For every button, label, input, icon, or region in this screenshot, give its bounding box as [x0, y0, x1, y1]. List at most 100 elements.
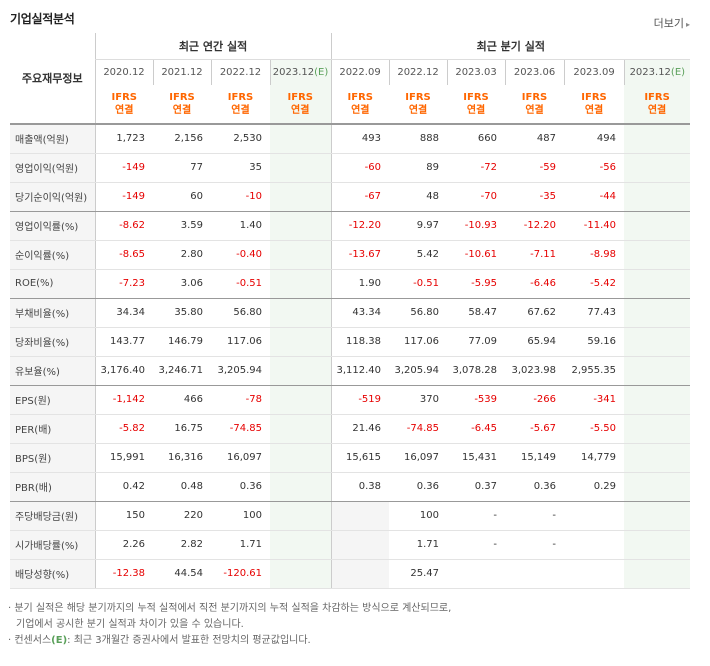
table-row: 유보율(%) 3,176.40 3,246.71 3,205.94 3,112.40 3,…	[10, 356, 691, 386]
column-basis: IFRS 연결	[624, 85, 691, 125]
table-cell: 143.77	[94, 327, 153, 357]
table-cell: -8.65	[94, 240, 153, 270]
table-cell: -70	[447, 182, 506, 212]
table-cell	[270, 211, 332, 241]
column-date: 2022.09	[330, 59, 390, 85]
table-cell	[624, 182, 691, 212]
table-cell: -5.82	[94, 414, 153, 444]
table-cell: 48	[389, 182, 448, 212]
table-cell: 487	[505, 123, 565, 154]
table-cell: 77	[153, 153, 211, 183]
table-cell: 67.62	[505, 298, 565, 328]
table-cell: 117.06	[389, 327, 448, 357]
chevron-right-icon: ▸	[685, 20, 690, 29]
table-row: 당기순이익(억원) -149 60 -10 -67 48 -70 -35 -44	[10, 182, 691, 212]
row-label: 당좌비율(%)	[10, 327, 95, 357]
table-cell	[270, 356, 332, 386]
table-cell	[624, 385, 691, 415]
financial-summary-table: 주요재무정보 최근 연간 실적 최근 분기 실적 2020.12 2021.12 2022…	[10, 33, 691, 589]
row-label: 유보율(%)	[10, 356, 95, 386]
table-cell: 494	[564, 123, 625, 154]
table-cell: -519	[330, 385, 390, 415]
table-row: 시가배당률(%) 2.26 2.82 1.71 1.71- -	[10, 530, 691, 560]
row-label: 매출액(억원)	[10, 123, 95, 154]
more-link[interactable]: 더보기 ▸	[654, 15, 690, 31]
table-row: PBR(배) 0.42 0.48 0.36 0.38 0.36 0.37 0.36 0.29	[10, 472, 691, 502]
table-cell: -10.61	[447, 240, 506, 270]
row-label: ROE(%)	[10, 269, 95, 299]
table-cell: -120.61	[211, 559, 270, 589]
table-cell: 2.80	[153, 240, 211, 270]
table-cell: 1.40	[211, 211, 270, 241]
table-cell: -56	[564, 153, 625, 183]
column-date: 2023.12(E)	[269, 59, 332, 85]
table-row: BPS(원) 15,991 16,316 16,097 15,615 16,097 15,4…	[10, 443, 691, 473]
column-date: 2020.12	[94, 59, 153, 85]
table-cell	[624, 443, 691, 473]
table-cell: 21.46	[330, 414, 390, 444]
table-cell	[270, 153, 332, 183]
table-cell	[330, 530, 390, 560]
table-cell: 16,097	[211, 443, 270, 473]
table-cell: 34.34	[94, 298, 153, 328]
row-label: 순이익률(%)	[10, 240, 95, 270]
table-cell	[270, 472, 332, 502]
table-cell: 25.47	[389, 559, 448, 589]
table-cell: 2,156	[153, 123, 211, 154]
table-cell	[624, 153, 691, 183]
row-label: PBR(배)	[10, 472, 95, 502]
note-2: 기업에서 공시한 분기 실적과 차이가 있을 수 있습니다.	[16, 619, 244, 630]
table-cell	[447, 559, 506, 589]
table-cell: 44.54	[153, 559, 211, 589]
table-cell: 3.06	[153, 269, 211, 299]
table-cell	[270, 240, 332, 270]
table-cell: 3,078.28	[447, 356, 506, 386]
table-row: 당좌비율(%) 143.77 146.79 117.06 118.38 117.06 77.…	[10, 327, 691, 357]
table-cell: 3,112.40	[330, 356, 390, 386]
table-cell: 77.09	[447, 327, 506, 357]
table-cell: -72	[447, 153, 506, 183]
table-cell	[564, 559, 625, 589]
table-cell: -149	[94, 153, 153, 183]
table-cell: -539	[447, 385, 506, 415]
column-date: 2023.06	[504, 59, 565, 85]
table-cell: -149	[94, 182, 153, 212]
note-1: · 분기 실적은 해당 분기까지의 누적 실적에서 직전 분기까지의 누적 실적…	[8, 603, 452, 614]
row-label: 시가배당률(%)	[10, 530, 95, 560]
table-cell: -67	[330, 182, 390, 212]
column-date: 2021.12	[152, 59, 211, 85]
table-cell	[270, 269, 332, 299]
table-cell: 3,246.71	[153, 356, 211, 386]
table-cell: 3,023.98	[505, 356, 565, 386]
table-cell: 3,205.94	[389, 356, 448, 386]
table-cell: -74.85	[211, 414, 270, 444]
table-cell: 220	[153, 501, 211, 531]
table-cell: 56.80	[389, 298, 448, 328]
table-cell: -12.38	[94, 559, 153, 589]
row-label: PER(배)	[10, 414, 95, 444]
table-cell: -44	[564, 182, 625, 212]
table-cell	[270, 414, 332, 444]
table-cell	[270, 182, 332, 212]
table-cell: 16,316	[153, 443, 211, 473]
row-label: 부채비율(%)	[10, 298, 95, 328]
table-cell: -6.45	[447, 414, 506, 444]
table-cell: 1.71	[211, 530, 270, 560]
table-cell: -8.62	[94, 211, 153, 241]
table-cell: 100	[389, 501, 448, 531]
column-basis: IFRS 연결	[211, 85, 270, 125]
table-cell: -	[505, 501, 565, 531]
table-cell	[624, 559, 691, 589]
table-row: 배당성향(%) -12.38 44.54 -120.61 25.47	[10, 559, 691, 589]
table-cell: 100	[211, 501, 270, 531]
table-cell	[270, 530, 332, 560]
column-basis: IFRS 연결	[505, 85, 565, 125]
table-cell: 888	[389, 123, 448, 154]
table-cell: 35	[211, 153, 270, 183]
table-cell	[270, 443, 332, 473]
table-cell	[624, 211, 691, 241]
table-cell: -	[447, 501, 506, 531]
table-cell: -0.40	[211, 240, 270, 270]
table-cell: -7.11	[505, 240, 565, 270]
table-cell: 1.71	[389, 530, 448, 560]
